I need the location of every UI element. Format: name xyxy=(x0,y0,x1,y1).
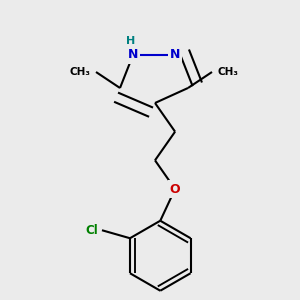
Text: H: H xyxy=(126,36,136,46)
Text: CH₃: CH₃ xyxy=(218,67,239,77)
Text: N: N xyxy=(128,49,138,62)
Text: N: N xyxy=(170,49,180,62)
Text: O: O xyxy=(170,182,180,196)
Text: CH₃: CH₃ xyxy=(70,67,91,77)
Text: Cl: Cl xyxy=(85,224,98,237)
